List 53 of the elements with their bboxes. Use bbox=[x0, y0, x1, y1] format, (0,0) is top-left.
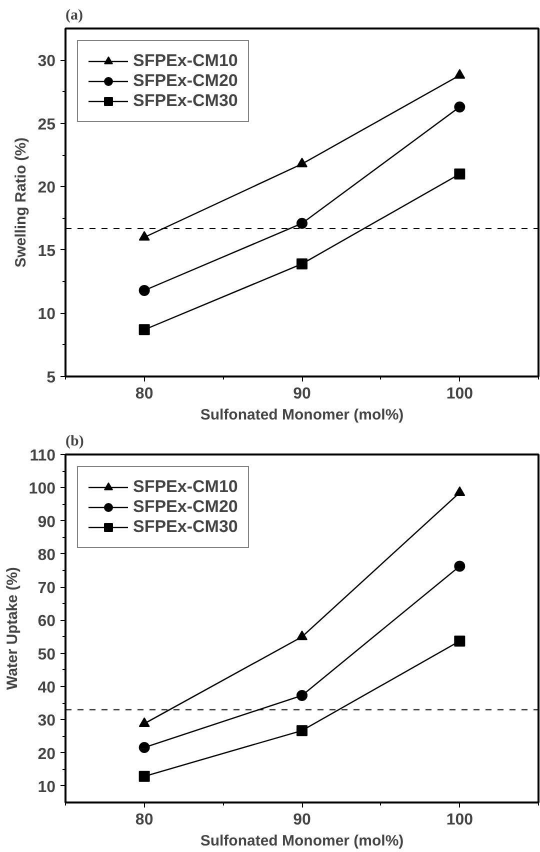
point bbox=[296, 258, 308, 270]
x-tick-label: 90 bbox=[293, 386, 311, 402]
chart-title: (a) bbox=[66, 8, 83, 24]
y-tick-label: 40 bbox=[38, 680, 56, 696]
x-tick-label: 80 bbox=[135, 812, 154, 828]
legend-label: SFPEx-CM20 bbox=[133, 71, 238, 91]
chart-title: (b) bbox=[66, 434, 84, 450]
y-tick-label: 60 bbox=[38, 613, 56, 630]
point bbox=[454, 69, 466, 79]
y-tick-label: 100 bbox=[28, 480, 56, 498]
x-tick-label: 100 bbox=[446, 386, 474, 402]
y-tick-label: 70 bbox=[38, 580, 56, 598]
y-tick-label: 20 bbox=[38, 746, 56, 763]
y-tick-label: 30 bbox=[38, 53, 56, 70]
y-tick-label: 90 bbox=[38, 514, 56, 531]
legend-label: SFPEx-CM20 bbox=[133, 497, 238, 517]
x-tick-label: 100 bbox=[446, 812, 474, 828]
point bbox=[138, 231, 150, 241]
y-axis-title: Swelling Ratio (%) bbox=[12, 137, 30, 268]
point bbox=[296, 690, 308, 701]
point bbox=[296, 725, 308, 736]
y-axis-title: Water Uptake (%) bbox=[4, 567, 21, 690]
x-axis-title: Sulfonated Monomer (mol%) bbox=[200, 832, 404, 850]
point bbox=[138, 324, 150, 336]
point bbox=[454, 168, 466, 180]
point bbox=[138, 717, 150, 728]
point bbox=[138, 284, 150, 296]
point bbox=[296, 158, 308, 168]
legend-label: SFPEx-CM30 bbox=[133, 91, 238, 111]
point bbox=[454, 560, 466, 572]
y-tick-label: 10 bbox=[38, 306, 56, 324]
y-tick-label: 15 bbox=[38, 242, 56, 260]
point bbox=[454, 101, 466, 112]
point bbox=[296, 218, 308, 229]
legend-label: SFPEx-CM10 bbox=[133, 51, 238, 71]
legend-label: SFPEx-CM30 bbox=[133, 517, 238, 537]
x-axis-title: Sulfonated Monomer (mol%) bbox=[200, 406, 404, 424]
point bbox=[138, 770, 150, 782]
y-tick-label: 5 bbox=[46, 370, 56, 386]
y-tick-label: 25 bbox=[38, 116, 56, 134]
legend-label: SFPEx-CM10 bbox=[133, 477, 238, 497]
x-tick-label: 90 bbox=[293, 812, 311, 828]
y-tick-label: 110 bbox=[30, 448, 56, 464]
point bbox=[138, 742, 150, 753]
y-tick-label: 80 bbox=[38, 546, 56, 564]
point bbox=[454, 636, 466, 647]
y-tick-label: 50 bbox=[38, 646, 56, 664]
y-tick-label: 20 bbox=[38, 180, 56, 197]
y-tick-label: 10 bbox=[38, 778, 56, 796]
x-tick-label: 80 bbox=[135, 386, 154, 402]
y-tick-label: 30 bbox=[38, 712, 56, 730]
point bbox=[454, 486, 466, 496]
point bbox=[296, 630, 308, 640]
